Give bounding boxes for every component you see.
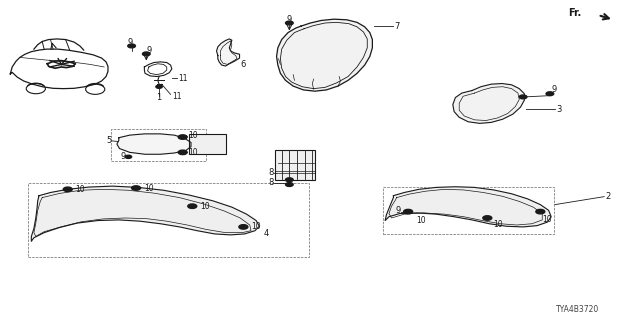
Circle shape [519, 95, 527, 99]
Circle shape [143, 52, 150, 56]
Circle shape [285, 183, 293, 187]
Circle shape [178, 150, 187, 155]
Text: 9: 9 [551, 85, 556, 94]
Text: 9: 9 [127, 38, 132, 47]
Polygon shape [453, 84, 524, 123]
Text: 11: 11 [178, 74, 188, 83]
FancyBboxPatch shape [189, 133, 226, 154]
Text: 7: 7 [395, 22, 400, 31]
Text: 10: 10 [76, 185, 85, 194]
Circle shape [285, 178, 293, 182]
Text: 8: 8 [268, 168, 273, 177]
Text: 10: 10 [188, 131, 198, 140]
Text: 10: 10 [200, 202, 209, 211]
Circle shape [239, 225, 248, 229]
Circle shape [125, 155, 132, 158]
Text: 3: 3 [556, 105, 562, 114]
Text: 10: 10 [542, 215, 552, 224]
Text: 9: 9 [121, 152, 126, 161]
Circle shape [285, 21, 293, 25]
Text: Fr.: Fr. [568, 8, 581, 19]
Polygon shape [276, 19, 372, 91]
Text: 8: 8 [268, 178, 273, 187]
Polygon shape [117, 134, 191, 154]
Circle shape [536, 209, 545, 214]
Text: 10: 10 [251, 222, 260, 231]
Polygon shape [216, 39, 239, 66]
Circle shape [128, 44, 136, 48]
Text: 9: 9 [147, 46, 152, 55]
Circle shape [483, 216, 492, 220]
Text: 11: 11 [172, 92, 181, 101]
Text: 6: 6 [241, 60, 246, 69]
Circle shape [546, 92, 554, 96]
Text: 10: 10 [144, 184, 154, 193]
Circle shape [63, 187, 72, 192]
Text: 9: 9 [287, 15, 292, 24]
Circle shape [156, 85, 163, 88]
Text: 10: 10 [493, 220, 503, 229]
Text: TYA4B3720: TYA4B3720 [556, 305, 600, 314]
Text: 4: 4 [264, 229, 269, 238]
Text: 9: 9 [396, 206, 401, 215]
Circle shape [188, 204, 196, 208]
Circle shape [404, 209, 413, 214]
Text: 2: 2 [605, 192, 611, 201]
Text: 1: 1 [156, 93, 162, 102]
Polygon shape [385, 187, 551, 227]
FancyBboxPatch shape [275, 150, 315, 180]
Circle shape [178, 135, 187, 139]
Polygon shape [31, 186, 259, 241]
Text: 10: 10 [416, 216, 426, 225]
Text: 10: 10 [188, 148, 198, 156]
Circle shape [132, 186, 141, 190]
Text: 5: 5 [106, 136, 111, 145]
